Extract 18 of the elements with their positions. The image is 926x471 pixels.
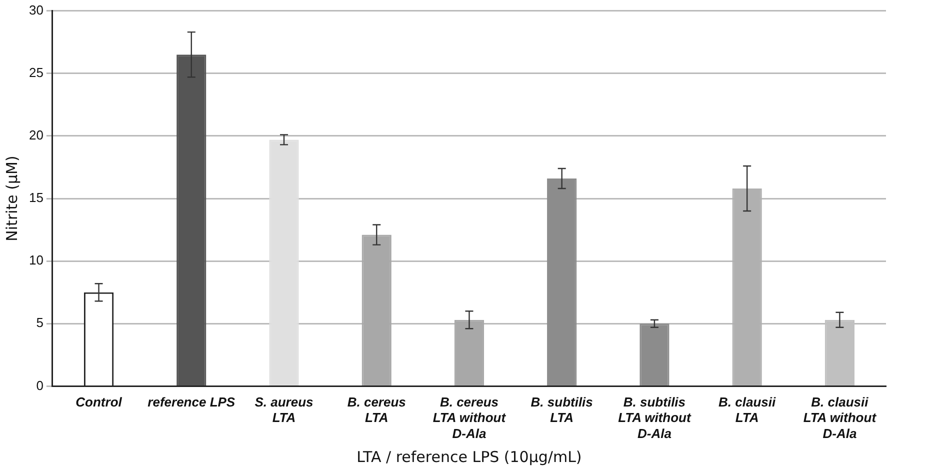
y-tick-label: 20 bbox=[28, 128, 44, 143]
y-tick-label: 15 bbox=[28, 190, 44, 206]
x-tick-label: B. subtilis LTA bbox=[530, 394, 593, 426]
x-tick-label: B. clausii LTA bbox=[718, 394, 776, 426]
x-tick-label: B. cereus LTA without D-Ala bbox=[432, 394, 506, 441]
x-tick-label: B. subtilis LTA without D-Ala bbox=[618, 394, 692, 441]
x-tick-label: B. cereus LTA bbox=[347, 394, 406, 426]
x-tick-label: reference LPS bbox=[148, 394, 236, 410]
x-tick-label: B. clausii LTA without D-Ala bbox=[803, 394, 877, 441]
y-axis-title: Nitrite (µM) bbox=[2, 156, 21, 242]
y-tick-label: 10 bbox=[28, 252, 44, 268]
y-tick-label: 0 bbox=[36, 378, 44, 393]
x-tick-label: S. aureus LTA bbox=[254, 394, 314, 426]
y-tick-label: 30 bbox=[28, 2, 44, 18]
x-tick-label: Control bbox=[76, 394, 122, 410]
y-tick-label: 25 bbox=[28, 64, 44, 80]
y-tick-label: 5 bbox=[36, 315, 44, 330]
x-axis-title: LTA / reference LPS (10µg/mL) bbox=[356, 448, 582, 466]
